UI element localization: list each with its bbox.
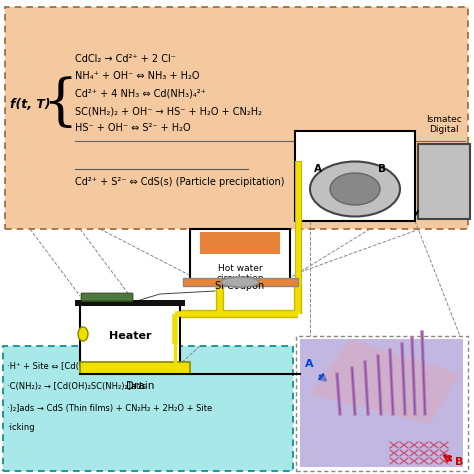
Text: ·C(NH₂)₂ → [Cd(OH)₂SC(NH₂)₂]ads: ·C(NH₂)₂ → [Cd(OH)₂SC(NH₂)₂]ads	[7, 382, 146, 391]
Text: A: A	[305, 359, 314, 369]
FancyBboxPatch shape	[183, 278, 298, 286]
Text: ·)₂]ads → CdS (Thin films) + CN₂H₂ + 2H₂O + Site: ·)₂]ads → CdS (Thin films) + CN₂H₂ + 2H₂…	[7, 403, 212, 412]
FancyBboxPatch shape	[75, 300, 185, 306]
Text: B: B	[378, 164, 386, 174]
Text: Heater: Heater	[109, 331, 151, 341]
Ellipse shape	[221, 277, 259, 287]
FancyBboxPatch shape	[300, 339, 463, 467]
Text: Drain: Drain	[126, 381, 154, 391]
Text: B: B	[455, 457, 464, 467]
Text: SC(NH₂)₂ + OH⁻ → HS⁻ + H₂O + CN₂H₂: SC(NH₂)₂ + OH⁻ → HS⁻ + H₂O + CN₂H₂	[75, 106, 262, 116]
FancyBboxPatch shape	[80, 304, 180, 364]
Text: ·H⁺ + Site ⇔ [Cd(OH)₂]ads + nNH₃: ·H⁺ + Site ⇔ [Cd(OH)₂]ads + nNH₃	[7, 362, 150, 371]
FancyBboxPatch shape	[80, 362, 190, 374]
Text: ·icking: ·icking	[7, 423, 35, 432]
Polygon shape	[310, 339, 460, 424]
Text: f(t, T): f(t, T)	[9, 98, 50, 110]
FancyBboxPatch shape	[5, 7, 468, 229]
Text: A: A	[314, 164, 322, 174]
Text: HS⁻ + OH⁻ ⇔ S²⁻ + H₂O: HS⁻ + OH⁻ ⇔ S²⁻ + H₂O	[75, 123, 191, 133]
FancyBboxPatch shape	[190, 229, 290, 281]
Text: Cd²⁺ + 4 NH₃ ⇔ Cd(NH₃)₄²⁺: Cd²⁺ + 4 NH₃ ⇔ Cd(NH₃)₄²⁺	[75, 88, 206, 98]
Text: CdCl₂ → Cd²⁺ + 2 Cl⁻: CdCl₂ → Cd²⁺ + 2 Cl⁻	[75, 54, 176, 64]
Text: {: {	[42, 77, 78, 131]
Text: Ismatec
Digital: Ismatec Digital	[426, 115, 462, 134]
FancyBboxPatch shape	[3, 346, 293, 471]
FancyBboxPatch shape	[296, 336, 468, 471]
FancyBboxPatch shape	[418, 144, 470, 219]
Text: Si Coupon: Si Coupon	[215, 281, 264, 291]
FancyBboxPatch shape	[295, 131, 415, 221]
Text: NH₄⁺ + OH⁻ ⇔ NH₃ + H₂O: NH₄⁺ + OH⁻ ⇔ NH₃ + H₂O	[75, 71, 200, 81]
Text: Cd²⁺ + S²⁻ ⇔ CdS(s) (Particle precipitation): Cd²⁺ + S²⁻ ⇔ CdS(s) (Particle precipitat…	[75, 177, 284, 187]
Text: Hot water
circulation: Hot water circulation	[216, 264, 264, 283]
Ellipse shape	[330, 173, 380, 205]
FancyBboxPatch shape	[81, 293, 133, 302]
FancyBboxPatch shape	[200, 232, 280, 254]
Ellipse shape	[310, 162, 400, 217]
Ellipse shape	[78, 327, 88, 341]
